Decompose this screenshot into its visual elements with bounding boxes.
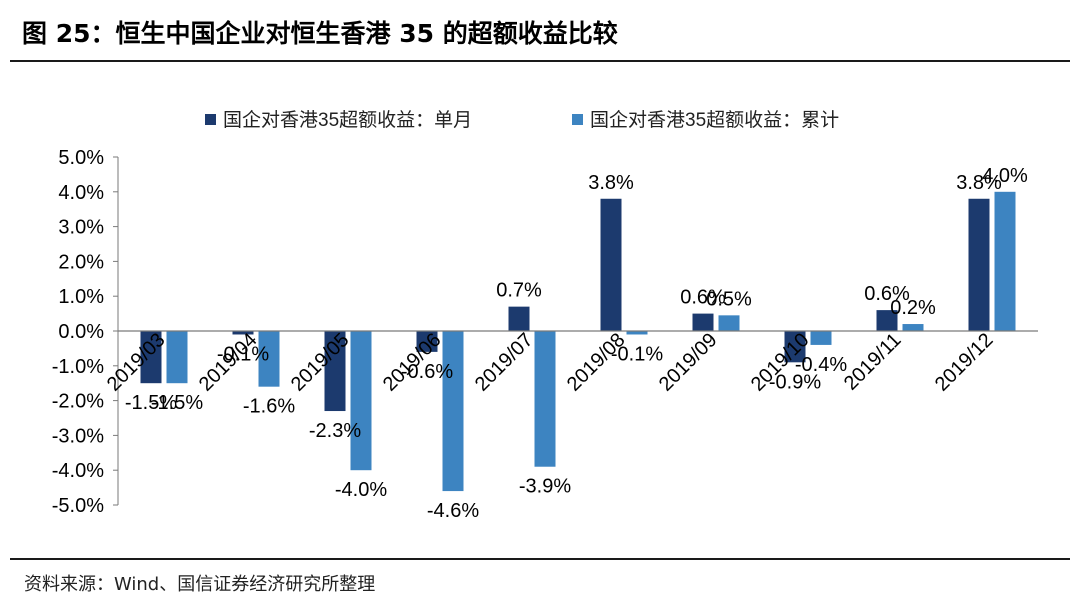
data-label-monthly-2019/06: -0.6% [401, 361, 453, 383]
bar-monthly-2019/05 [324, 331, 346, 412]
data-label-monthly-2019/10: -0.9% [769, 371, 821, 393]
data-label-cumulative-2019/12: 4.0% [982, 165, 1028, 187]
legend-swatch-monthly [205, 114, 216, 125]
bar-series [140, 191, 1016, 492]
data-label-monthly-2019/04: -0.1% [217, 343, 269, 365]
y-tick-label: 2.0% [58, 251, 104, 273]
legend-label-monthly: 国企对香港35超额收益：单月 [223, 109, 472, 131]
bar-cumulative-2019/09 [718, 315, 740, 331]
bar-monthly-2019/09 [692, 313, 714, 331]
y-tick-label: 1.0% [58, 286, 104, 308]
data-label-monthly-2019/09: 0.6% [680, 287, 726, 309]
y-tick-label: -2.0% [52, 391, 104, 413]
x-tick-label: 2019/07 [471, 329, 538, 396]
bar-cumulative-2019/05 [350, 331, 372, 471]
source-note: 资料来源：Wind、国信证券经济研究所整理 [24, 574, 376, 595]
x-tick-label: 2019/09 [655, 329, 722, 396]
data-label-cumulative-2019/11: 0.2% [890, 297, 936, 319]
y-tick-label: 4.0% [58, 182, 104, 204]
data-label-cumulative-2019/08: -0.1% [611, 343, 663, 365]
chart-legend: 国企对香港35超额收益：单月 国企对香港35超额收益：累计 [205, 109, 839, 131]
y-tick-label: 5.0% [58, 147, 104, 169]
legend-swatch-cumulative [572, 114, 583, 125]
bottom-rule [10, 558, 1070, 560]
data-label-cumulative-2019/06: -4.6% [427, 500, 479, 522]
bar-cumulative-2019/07 [534, 331, 556, 467]
bar-monthly-2019/03 [140, 331, 162, 384]
data-label-monthly-2019/07: 0.7% [496, 280, 542, 302]
data-label-monthly-2019/11: 0.6% [864, 283, 910, 305]
data-label-cumulative-2019/09: 0.5% [706, 288, 752, 310]
x-tick-label: 2019/11 [840, 329, 906, 395]
bar-monthly-2019/10 [784, 331, 806, 363]
y-tick-label: -5.0% [52, 495, 104, 517]
bar-cumulative-2019/12 [994, 191, 1016, 331]
data-label-monthly-2019/03: -1.5% [125, 392, 177, 414]
data-label-cumulative-2019/03: -1.5% [151, 392, 203, 414]
top-rule [10, 60, 1070, 62]
x-tick-label: 2019/12 [931, 329, 998, 396]
bar-monthly-2019/12 [968, 198, 990, 331]
bar-cumulative-2019/03 [166, 331, 188, 384]
legend-label-cumulative: 国企对香港35超额收益：累计 [590, 109, 839, 131]
y-tick-label: 0.0% [58, 321, 104, 343]
y-tick-label: -4.0% [52, 460, 104, 482]
data-label-cumulative-2019/07: -3.9% [519, 476, 571, 498]
bar-cumulative-2019/11 [902, 324, 924, 331]
bar-monthly-2019/06 [416, 331, 438, 352]
y-tick-label: 3.0% [58, 217, 104, 239]
bar-monthly-2019/08 [600, 198, 622, 331]
data-labels: -1.5%-1.5% -0.1% -1.6% -2.3% -4.0% -0.6% -4.6%… [125, 165, 1028, 522]
bar-cumulative-2019/06 [442, 331, 464, 492]
data-label-cumulative-2019/10: -0.4% [795, 354, 847, 376]
y-tick-label: -3.0% [52, 425, 104, 447]
data-label-monthly-2019/08: 3.8% [588, 172, 634, 194]
data-label-cumulative-2019/04: -1.6% [243, 396, 295, 418]
y-tick-label: -1.0% [52, 356, 104, 378]
data-label-cumulative-2019/05: -4.0% [335, 479, 387, 501]
data-label-monthly-2019/12: 3.8% [956, 172, 1002, 194]
bar-monthly-2019/11 [876, 310, 898, 331]
bar-cumulative-2019/10 [810, 331, 832, 345]
figure-title: 图 25：恒生中国企业对恒生香港 35 的超额收益比较 [22, 19, 618, 48]
bar-cumulative-2019/08 [626, 331, 648, 335]
data-label-monthly-2019/05: -2.3% [309, 420, 361, 442]
bar-monthly-2019/07 [508, 306, 530, 331]
y-axis: 5.0% 4.0% 3.0% 2.0% 1.0% 0.0% -1.0% -2.0% -3.0% -… [52, 147, 119, 517]
bar-monthly-2019/04 [232, 331, 254, 335]
bar-cumulative-2019/04 [258, 331, 280, 387]
